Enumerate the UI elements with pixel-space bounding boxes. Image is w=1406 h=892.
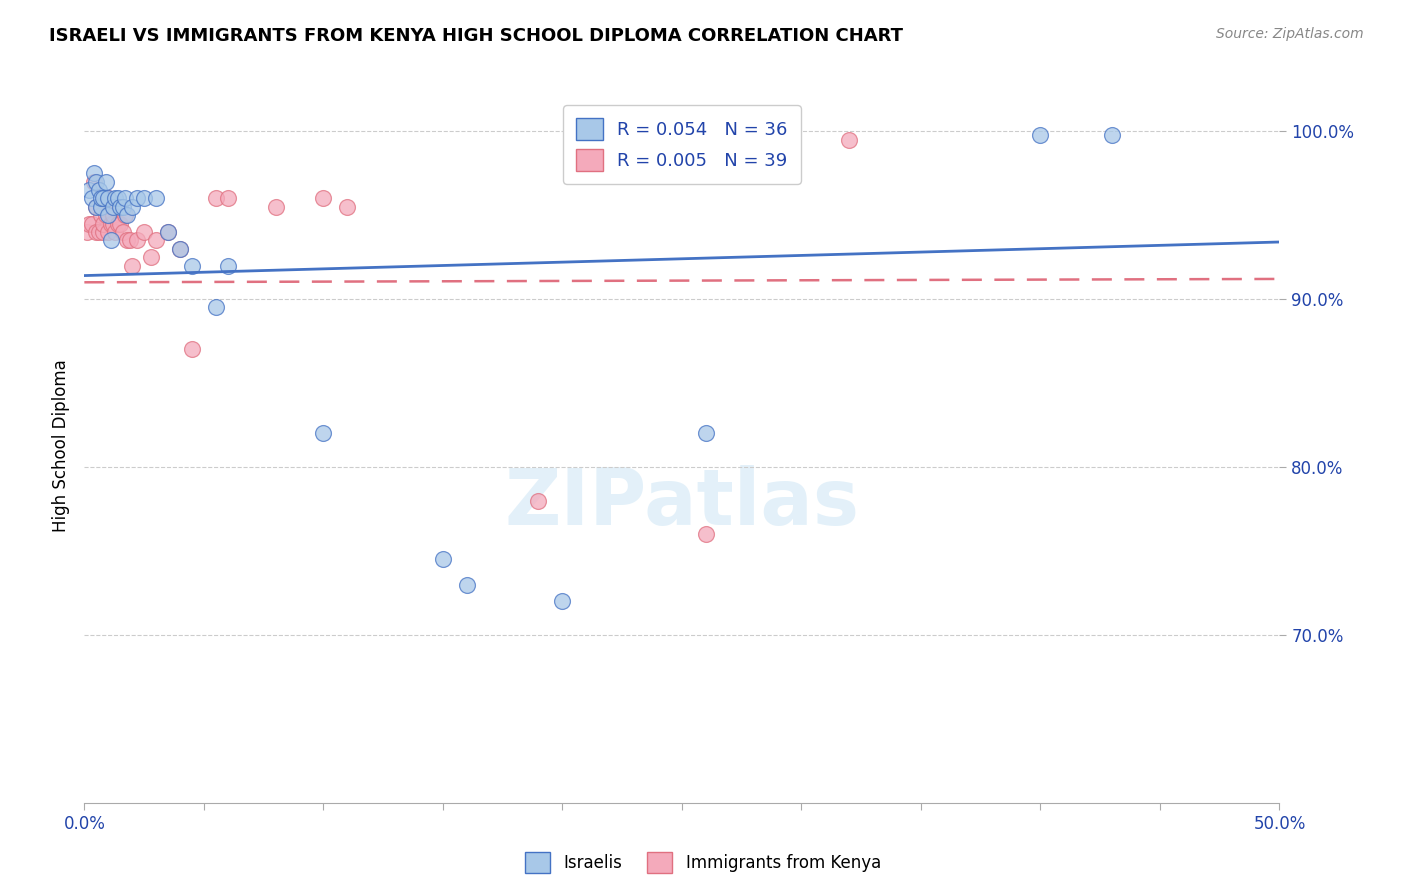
Point: [94, 175, 117, 189]
Point: [169, 242, 191, 256]
Point: [101, 200, 124, 214]
Point: [76, 225, 98, 239]
Point: [181, 343, 204, 357]
Point: [93, 217, 115, 231]
Point: [100, 217, 122, 231]
Point: [527, 493, 550, 508]
Point: [205, 301, 228, 315]
Point: [217, 259, 239, 273]
Point: [77, 183, 100, 197]
Point: [125, 233, 148, 247]
Point: [94, 208, 117, 222]
Point: [456, 577, 478, 591]
Point: [107, 217, 129, 231]
Point: [86, 175, 108, 189]
Point: [551, 594, 574, 608]
Point: [145, 191, 167, 205]
Point: [83, 175, 105, 189]
Point: [87, 183, 110, 197]
Point: [1101, 128, 1123, 142]
Point: [77, 217, 100, 231]
Point: [114, 208, 136, 222]
Point: [110, 217, 132, 231]
Point: [695, 527, 717, 541]
Point: [97, 191, 120, 205]
Legend: Israelis, Immigrants from Kenya: Israelis, Immigrants from Kenya: [519, 846, 887, 880]
Point: [104, 225, 127, 239]
Point: [86, 200, 108, 214]
Point: [157, 225, 180, 239]
Point: [141, 250, 163, 264]
Point: [97, 208, 120, 222]
Point: [121, 200, 143, 214]
Legend: R = 0.054   N = 36, R = 0.005   N = 39: R = 0.054 N = 36, R = 0.005 N = 39: [564, 105, 800, 184]
Point: [83, 166, 105, 180]
Point: [104, 191, 127, 205]
Point: [121, 259, 143, 273]
Point: [90, 200, 112, 214]
Point: [205, 191, 228, 205]
Point: [264, 200, 287, 214]
Point: [125, 191, 148, 205]
Point: [87, 225, 110, 239]
Point: [111, 225, 134, 239]
Point: [1029, 128, 1052, 142]
Point: [695, 426, 717, 441]
Point: [97, 191, 120, 205]
Point: [107, 191, 129, 205]
Point: [312, 191, 335, 205]
Point: [114, 191, 136, 205]
Point: [132, 191, 156, 205]
Point: [432, 552, 454, 566]
Point: [100, 233, 122, 247]
Point: [93, 191, 115, 205]
Text: ZIPatlas: ZIPatlas: [505, 465, 859, 541]
Point: [117, 233, 139, 247]
Point: [90, 191, 112, 205]
Point: [90, 208, 112, 222]
Point: [838, 132, 860, 146]
Point: [101, 208, 124, 222]
Point: [110, 200, 132, 214]
Point: [80, 217, 103, 231]
Point: [181, 259, 204, 273]
Point: [336, 200, 359, 214]
Y-axis label: High School Diploma: High School Diploma: [52, 359, 70, 533]
Point: [157, 225, 180, 239]
Point: [86, 225, 108, 239]
Point: [117, 208, 139, 222]
Point: [93, 225, 115, 239]
Point: [217, 191, 239, 205]
Point: [132, 225, 156, 239]
Text: Source: ZipAtlas.com: Source: ZipAtlas.com: [1216, 27, 1364, 41]
Point: [118, 233, 141, 247]
Point: [145, 233, 167, 247]
Point: [86, 200, 108, 214]
Point: [80, 191, 103, 205]
Point: [101, 217, 124, 231]
Point: [169, 242, 191, 256]
Text: ISRAELI VS IMMIGRANTS FROM KENYA HIGH SCHOOL DIPLOMA CORRELATION CHART: ISRAELI VS IMMIGRANTS FROM KENYA HIGH SC…: [49, 27, 903, 45]
Point: [111, 200, 134, 214]
Point: [312, 426, 335, 441]
Point: [97, 225, 120, 239]
